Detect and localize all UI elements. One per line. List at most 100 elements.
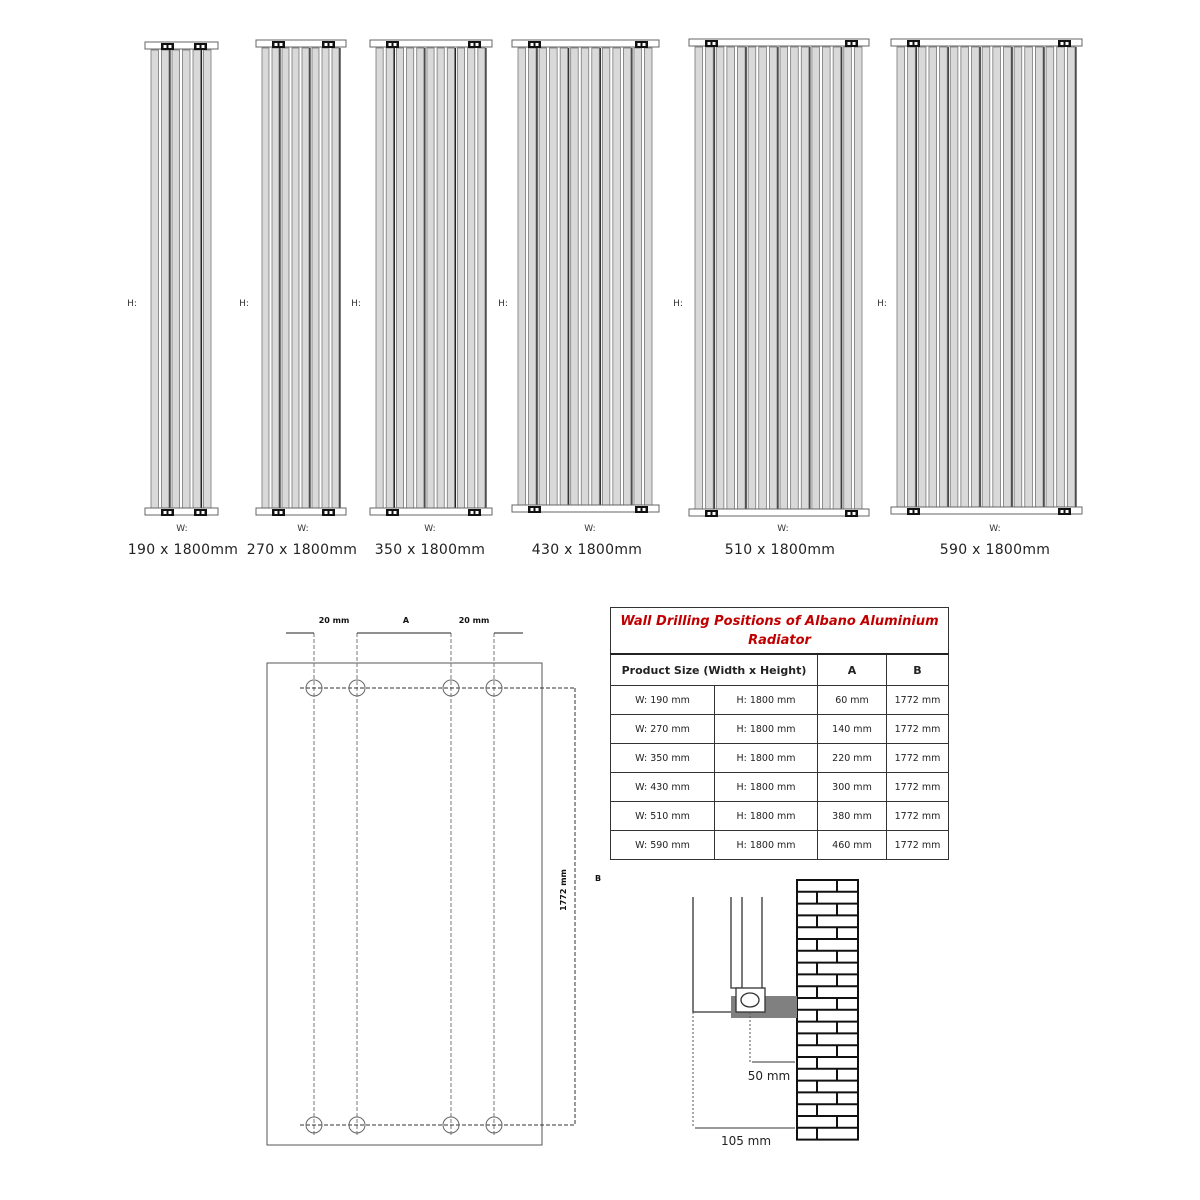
bottom-header-bar — [511, 504, 660, 513]
radiator-column — [261, 47, 270, 509]
wall-bracket-icon — [322, 509, 335, 516]
height-label: H: — [351, 299, 361, 309]
wall-bracket-icon — [386, 41, 399, 48]
radiator-column — [150, 49, 159, 509]
header-product-size: Product Size (Width x Height) — [610, 653, 818, 686]
top-header-bar — [144, 41, 219, 50]
radiator-column — [281, 47, 290, 509]
radiator-column — [182, 49, 191, 509]
radiator-column — [622, 47, 632, 506]
table-row: W: 590 mm H: 1800 mm 460 mm 1772 mm — [610, 830, 949, 860]
width-label: W: — [424, 524, 435, 534]
width-cell: W: 590 mm — [610, 830, 715, 860]
radiator-column — [321, 47, 330, 509]
wall-bracket-icon — [907, 40, 920, 47]
radiator-column — [612, 47, 621, 506]
width-cell: W: 350 mm — [610, 743, 715, 773]
radiator-column — [559, 47, 569, 506]
wall-bracket-icon — [705, 40, 718, 47]
b-cell: 1772 mm — [886, 685, 949, 715]
wall-bracket-icon — [272, 41, 285, 48]
table-row: W: 190 mm H: 1800 mm 60 mm 1772 mm — [610, 685, 949, 715]
width-cell: W: 270 mm — [610, 714, 715, 744]
a-cell: 220 mm — [817, 743, 887, 773]
radiator-column — [570, 47, 579, 506]
radiator-column — [832, 46, 842, 510]
wall-bracket-icon — [468, 41, 481, 48]
left-offset-label: 20 mm — [319, 616, 350, 625]
b-cell: 1772 mm — [886, 830, 949, 860]
radiator-column — [301, 47, 310, 509]
wall-bracket-icon — [528, 506, 541, 513]
wall-bracket-icon — [845, 510, 858, 517]
height-label: H: — [127, 299, 137, 309]
wall-bracket-icon — [161, 43, 174, 50]
wall-bracket-icon — [272, 509, 285, 516]
spacing-a-label: A — [403, 616, 410, 625]
radiator-column — [601, 47, 611, 506]
table-row: W: 430 mm H: 1800 mm 300 mm 1772 mm — [610, 772, 949, 802]
total-depth-label: 105 mm — [721, 1134, 771, 1148]
width-label: W: — [584, 524, 595, 534]
top-header-bar — [255, 39, 347, 48]
radiator-column — [779, 46, 789, 510]
size-label: 590 x 1800mm — [940, 542, 1050, 558]
radiator-6: H: W: 590 x 1800mm — [877, 38, 1083, 558]
height-b-label: B — [595, 874, 601, 883]
radiator-column — [960, 46, 969, 508]
a-cell: 300 mm — [817, 772, 887, 802]
radiator-column — [907, 46, 916, 508]
wall-bracket-icon — [1058, 508, 1071, 515]
radiator-column — [1056, 46, 1065, 508]
radiator-column — [203, 49, 212, 509]
radiator-column — [549, 47, 558, 506]
radiator-column — [311, 47, 320, 509]
wall-bracket-icon — [845, 40, 858, 47]
height-cell: H: 1800 mm — [714, 743, 818, 773]
radiator-outline — [266, 662, 543, 1146]
wall-bracket-icon — [907, 508, 920, 515]
radiator-column — [1024, 46, 1033, 508]
radiator-column — [1035, 46, 1044, 508]
wall-bracket-icon — [194, 43, 207, 50]
height-cell: H: 1800 mm — [714, 801, 818, 831]
a-cell: 60 mm — [817, 685, 887, 715]
top-header-bar — [688, 38, 870, 47]
radiator-column — [694, 46, 704, 510]
radiator-column — [768, 46, 778, 510]
radiator-column — [644, 47, 653, 506]
radiator-column — [538, 47, 548, 506]
radiator-2: H: W: 270 x 1800mm — [239, 39, 357, 558]
wall-bracket-icon — [161, 509, 174, 516]
radiator-column — [477, 47, 486, 509]
size-label: 190 x 1800mm — [128, 542, 238, 558]
radiator-column — [1013, 46, 1023, 508]
drill-holes — [305, 679, 503, 1134]
wall-bracket-icon — [386, 509, 399, 516]
radiator-column — [800, 46, 810, 510]
radiator-column — [385, 47, 394, 509]
a-cell: 140 mm — [817, 714, 887, 744]
radiator-column — [971, 46, 980, 508]
header-b: B — [886, 653, 949, 686]
radiator-section — [692, 897, 766, 1013]
b-cell: 1772 mm — [886, 743, 949, 773]
width-cell: W: 510 mm — [610, 801, 715, 831]
wall-bracket-icon — [635, 506, 648, 513]
radiator-column — [271, 47, 280, 509]
radiator-column — [426, 47, 435, 509]
wall-bracket-icon — [1058, 40, 1071, 47]
radiator-column — [896, 46, 906, 508]
size-label: 350 x 1800mm — [375, 542, 485, 558]
radiator-column — [406, 47, 415, 509]
radiator-column — [1045, 46, 1055, 508]
radiator-column — [843, 46, 852, 510]
radiator-4: H: W: 430 x 1800mm — [498, 39, 660, 558]
radiator-column — [917, 46, 927, 508]
width-label: W: — [777, 524, 788, 534]
b-cell: 1772 mm — [886, 772, 949, 802]
height-cell: H: 1800 mm — [714, 685, 818, 715]
radiator-column — [375, 47, 384, 509]
wall-bracket-icon — [635, 41, 648, 48]
